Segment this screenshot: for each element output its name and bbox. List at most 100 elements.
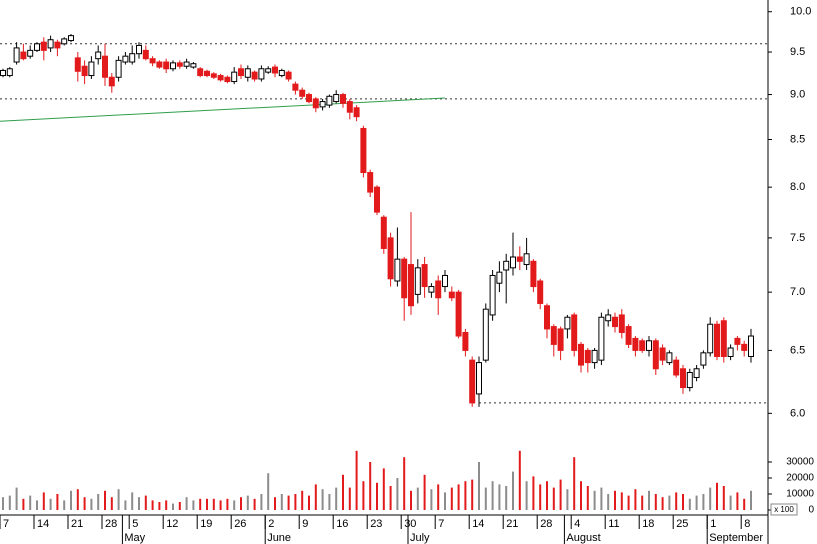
x-tick-label: 26 xyxy=(234,518,246,530)
volume-bar xyxy=(464,481,467,510)
candle-body xyxy=(292,83,299,91)
candle-body xyxy=(136,44,142,55)
volume-bar xyxy=(240,497,242,510)
month-label: June xyxy=(267,532,291,544)
candle-body xyxy=(333,94,340,103)
x-tick-label: 7 xyxy=(3,518,9,530)
volume-bar xyxy=(641,495,644,510)
candle-body xyxy=(163,61,170,70)
volume-bar xyxy=(117,489,120,510)
volume-bar xyxy=(518,450,521,510)
volume-bar xyxy=(654,494,657,510)
x-tick-label: 21 xyxy=(71,518,83,530)
y-tick-label: 8.5 xyxy=(790,133,805,145)
candle-body xyxy=(176,62,183,67)
candle-body xyxy=(700,352,707,366)
month-label: May xyxy=(124,532,145,544)
candle-body xyxy=(129,53,136,63)
candle-body xyxy=(714,323,720,357)
candle-body xyxy=(408,264,414,307)
candle-body xyxy=(40,41,47,51)
volume-tick-label: 30000 xyxy=(786,457,814,468)
candle-body xyxy=(183,61,190,67)
y-tick-label: 9.0 xyxy=(790,88,805,100)
candle-body xyxy=(482,308,489,361)
candle-body xyxy=(238,68,244,77)
candle-body xyxy=(741,343,748,351)
volume-bar xyxy=(97,494,100,510)
candle-body xyxy=(564,316,571,330)
candle-body xyxy=(727,347,734,357)
volume-bar xyxy=(709,487,712,510)
candle-body xyxy=(34,43,40,51)
volume-bar xyxy=(206,498,208,510)
volume-bar xyxy=(634,489,637,510)
volume-bar xyxy=(348,487,351,510)
volume-bar xyxy=(580,481,582,510)
month-label: August xyxy=(566,532,600,544)
volume-bar xyxy=(546,481,548,510)
x-tick-label: 14 xyxy=(472,518,484,530)
x-tick-label: 30 xyxy=(404,518,416,530)
volume-bar xyxy=(70,490,72,510)
volume-bar xyxy=(573,457,576,510)
volume-bar xyxy=(410,490,412,510)
volume-bar xyxy=(15,487,18,510)
volume-bar xyxy=(491,481,494,510)
x-tick-label: 1 xyxy=(710,518,716,530)
volume-bar xyxy=(2,497,4,510)
x-tick-label: 28 xyxy=(105,518,117,530)
candle-body xyxy=(387,237,394,280)
candle-body xyxy=(346,101,353,113)
candle-body xyxy=(74,57,81,72)
volume-bar xyxy=(607,494,610,510)
volume-bar xyxy=(36,500,38,510)
x-tick-label: 16 xyxy=(336,518,348,530)
volume-bar xyxy=(396,478,399,510)
volume-bar xyxy=(593,490,596,510)
volume-bar xyxy=(729,495,732,510)
x-tick-label: 18 xyxy=(642,518,654,530)
candle-body xyxy=(353,107,360,118)
candle-body xyxy=(244,68,251,78)
volume-bar xyxy=(539,484,542,510)
volume-bar xyxy=(328,494,331,510)
x-tick-label: 21 xyxy=(506,518,518,530)
volume-bar xyxy=(525,481,528,510)
candle-body xyxy=(469,359,476,404)
candle-body xyxy=(557,328,564,351)
trendline xyxy=(0,97,446,122)
candle-body xyxy=(204,70,210,77)
volume-bar xyxy=(144,495,147,510)
volume-bar xyxy=(668,495,671,510)
volume-unit-box xyxy=(770,503,798,516)
month-label: July xyxy=(410,532,430,544)
x-tick-label: 5 xyxy=(132,518,138,530)
volume-bar xyxy=(90,498,93,510)
volume-bar xyxy=(342,474,344,510)
volume-bar xyxy=(253,498,256,510)
volume-tick-label: 0 xyxy=(808,505,814,516)
candle-body xyxy=(537,280,544,304)
candle-body xyxy=(652,340,659,370)
candle-body xyxy=(401,258,408,299)
volume-bar xyxy=(702,494,705,510)
volume-bar xyxy=(444,492,446,510)
volume-bar xyxy=(219,500,222,510)
candle-body xyxy=(13,47,20,63)
candle-body xyxy=(394,258,401,282)
volume-bar xyxy=(22,498,25,510)
volume-bar xyxy=(457,484,460,510)
candle-body xyxy=(217,75,224,81)
volume-bar xyxy=(49,498,52,510)
candle-body xyxy=(374,186,380,213)
candle-body xyxy=(231,71,238,83)
volume-bar xyxy=(552,487,555,510)
volume-bar xyxy=(56,494,59,510)
candle-body xyxy=(659,347,666,361)
candle-body xyxy=(47,39,54,49)
candle-body xyxy=(476,362,482,395)
candle-body xyxy=(462,331,469,351)
candle-body xyxy=(81,65,88,77)
